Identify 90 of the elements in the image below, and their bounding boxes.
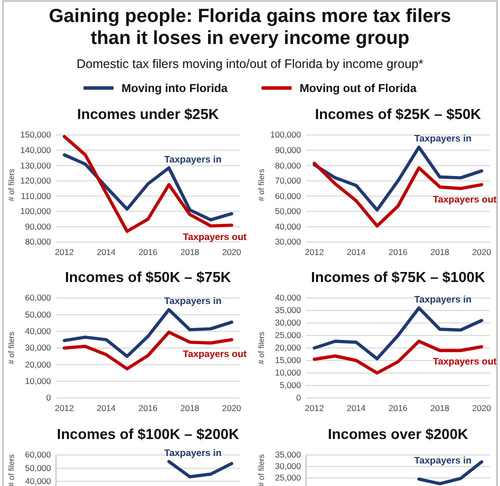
y-tick-label: 100,000 — [20, 206, 52, 216]
y-tick-label: 35,000 — [275, 305, 302, 316]
x-tick-label: 2020 — [472, 247, 492, 258]
y-axis-title: # of filers — [257, 332, 266, 364]
annotation: Taxpayers in — [164, 448, 222, 459]
chart-title: Incomes of $25K – $50K — [314, 107, 482, 123]
x-tick-label: 2016 — [388, 247, 408, 258]
y-tick-label: 40,000 — [25, 476, 52, 486]
y-tick-label: 60,000 — [25, 292, 52, 303]
line-series — [62, 153, 234, 222]
y-tick-label: 80,000 — [275, 160, 302, 170]
line-series — [62, 308, 234, 358]
y-tick-label: 10,000 — [25, 376, 52, 386]
line-series — [312, 162, 484, 228]
x-tick-label: 2012 — [54, 247, 74, 258]
y-tick-label: 30,000 — [25, 342, 52, 353]
x-tick-label: 2014 — [346, 247, 366, 258]
y-tick-label: 40,000 — [275, 221, 302, 232]
legend-label: Moving out of Florida — [300, 83, 418, 95]
x-tick-label: 2016 — [138, 247, 158, 258]
annotation: Taxpayers out — [182, 232, 248, 243]
annotation: Taxpayers out — [182, 348, 248, 360]
y-tick-label: 110,000 — [20, 190, 52, 201]
x-tick-label: 2014 — [96, 403, 116, 414]
annotation: Taxpayers in — [414, 134, 472, 145]
x-tick-label: 2018 — [430, 247, 450, 258]
x-tick-label: 2016 — [138, 403, 158, 414]
annotation: Taxpayers in — [164, 154, 222, 166]
y-tick-label: 20,000 — [275, 342, 302, 353]
y-tick-label: 120,000 — [20, 176, 52, 186]
legend-label: Moving into Florida — [122, 83, 228, 95]
y-axis-title: # of filers — [257, 168, 266, 202]
y-tick-label: 20,000 — [25, 359, 52, 370]
y-tick-label: 10,000 — [275, 368, 302, 378]
y-tick-label: 60,000 — [275, 190, 302, 201]
y-tick-label: 80,000 — [25, 236, 52, 247]
y-tick-label: 5,000 — [280, 380, 302, 390]
line-series — [312, 146, 484, 212]
y-tick-label: 25,000 — [275, 472, 302, 483]
y-tick-label: 40,000 — [25, 326, 52, 336]
text: Domestic tax filers moving into/out of Florida by income group* — [76, 57, 424, 71]
y-tick-label: 50,000 — [25, 309, 52, 320]
y-axis-title: # of filers — [7, 332, 16, 364]
x-tick-label: 2020 — [222, 403, 242, 414]
x-tick-label: 2014 — [346, 403, 366, 414]
x-tick-label: 2012 — [54, 403, 74, 414]
y-tick-label: 40,000 — [275, 292, 302, 303]
annotation: Taxpayers in — [164, 296, 222, 307]
chart-title: Incomes of $100K – $200K — [56, 427, 240, 443]
y-tick-label: 70,000 — [275, 176, 302, 186]
y-tick-label: 35,000 — [275, 450, 302, 460]
y-tick-label: 30,000 — [275, 236, 302, 247]
x-tick-label: 2016 — [388, 403, 408, 414]
y-axis-title: # of filers — [7, 168, 16, 202]
line-series — [312, 340, 484, 375]
chart-title: Incomes of $75K – $100K — [310, 270, 486, 286]
y-tick-label: 50,000 — [275, 206, 302, 216]
x-tick-label: 2018 — [180, 403, 200, 414]
y-tick-label: 150,000 — [20, 130, 52, 140]
chart-title: Incomes under $25K — [77, 107, 220, 123]
text: Gaining people: Florida gains more tax filers than it loses in every income group — [48, 6, 452, 49]
annotation: Taxpayers in — [414, 294, 472, 306]
x-tick-label: 2012 — [304, 247, 324, 258]
x-tick-label: 2014 — [96, 247, 116, 258]
y-tick-label: 140,000 — [20, 145, 52, 156]
y-tick-label: 30,000 — [275, 318, 302, 328]
line-series — [62, 134, 234, 233]
x-tick-label: 2020 — [222, 247, 242, 258]
annotation: Taxpayers out — [432, 356, 498, 368]
y-tick-label: 130,000 — [20, 160, 52, 170]
chart-title: Incomes of $50K – $75K — [64, 270, 232, 286]
y-tick-label: 0 — [46, 392, 52, 403]
y-tick-label: 25,000 — [275, 330, 302, 340]
line-series — [62, 330, 234, 370]
chart-title: Incomes over $200K — [328, 427, 469, 443]
y-tick-label: 60,000 — [25, 450, 52, 460]
x-tick-label: 2012 — [304, 403, 324, 414]
x-tick-label: 2018 — [180, 247, 200, 258]
line-series — [167, 460, 234, 478]
y-tick-label: 15,000 — [275, 355, 302, 366]
x-tick-label: 2018 — [430, 403, 450, 414]
y-tick-label: 90,000 — [25, 221, 52, 232]
annotation: Taxpayers out — [432, 194, 498, 206]
annotation: Taxpayers in — [414, 455, 472, 466]
y-tick-label: 90,000 — [275, 145, 302, 156]
y-tick-label: 100,000 — [270, 130, 302, 140]
x-tick-label: 2020 — [472, 403, 492, 414]
y-tick-label: 50,000 — [25, 462, 52, 473]
y-tick-label: 30,000 — [275, 461, 302, 472]
y-tick-label: 0 — [296, 392, 302, 403]
